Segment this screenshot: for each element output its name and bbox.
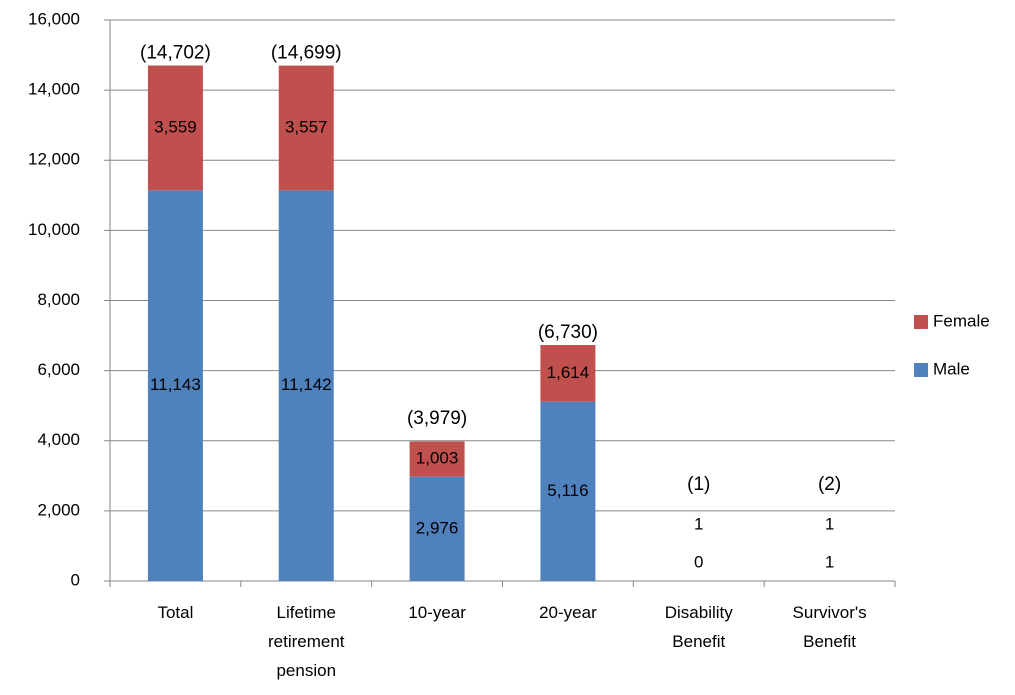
bar-segment [278, 65, 334, 191]
legend-label: Female [933, 311, 990, 330]
data-label: 1 [694, 514, 703, 533]
data-label: 11,142 [281, 375, 332, 394]
data-label: 3,557 [285, 117, 328, 136]
bar-segment [409, 441, 465, 477]
x-tick-label: Survivor's Benefit [793, 603, 867, 651]
y-tick-label: 16,000 [28, 9, 80, 28]
total-label: (3,979) [407, 408, 467, 429]
data-label: 1,003 [416, 449, 459, 468]
data-label: 0 [694, 552, 703, 571]
data-label: 1,614 [547, 363, 590, 382]
y-tick-label: 2,000 [37, 500, 80, 519]
x-tick-label-line: 10-year [408, 603, 466, 622]
legend-swatch [914, 315, 928, 329]
data-label: 2,976 [416, 518, 459, 537]
x-tick-label: Disability Benefit [665, 603, 734, 651]
legend-swatch [914, 363, 928, 377]
total-label: (14,702) [140, 43, 211, 64]
bar-segment [147, 190, 203, 581]
y-tick-label: 8,000 [37, 290, 80, 309]
total-label: (1) [687, 474, 710, 495]
total-label: (2) [818, 474, 841, 495]
y-tick-label: 6,000 [37, 360, 80, 379]
x-tick-label-line: Total [157, 603, 193, 622]
data-label: 11,143 [150, 375, 201, 394]
x-tick-label-line: retirement [268, 632, 345, 651]
y-tick-label: 10,000 [28, 220, 80, 239]
x-tick-label: Lifetime retirement pension [268, 603, 345, 680]
x-tick-label: 10-year [408, 603, 466, 622]
total-label: (6,730) [538, 322, 598, 343]
bar-segment [540, 345, 596, 402]
y-tick-label: 14,000 [28, 80, 80, 99]
x-tick-label-line: Survivor's [793, 603, 867, 622]
data-label: 3,559 [154, 117, 197, 136]
bar-segment [409, 476, 465, 581]
y-tick-label: 4,000 [37, 430, 80, 449]
legend-label: Male [933, 359, 970, 378]
data-label: 5,116 [547, 481, 588, 500]
x-tick-label-line: pension [276, 661, 336, 680]
data-label: 1 [825, 552, 834, 571]
x-tick-label-line: Benefit [672, 632, 725, 651]
x-tick-label-line: Disability [665, 603, 734, 622]
y-tick-label: 0 [71, 570, 80, 589]
x-tick-label-line: 20-year [539, 603, 597, 622]
y-tick-label: 12,000 [28, 150, 80, 169]
bar-segment [278, 190, 334, 581]
total-label: (14,699) [271, 43, 342, 64]
data-label: 1 [825, 514, 834, 533]
x-tick-label-line: Benefit [803, 632, 856, 651]
x-tick-label: Total [157, 603, 193, 622]
bar-segment [147, 65, 203, 191]
x-tick-label-line: Lifetime [276, 603, 336, 622]
bar-segment [540, 401, 596, 581]
x-tick-label: 20-year [539, 603, 597, 622]
